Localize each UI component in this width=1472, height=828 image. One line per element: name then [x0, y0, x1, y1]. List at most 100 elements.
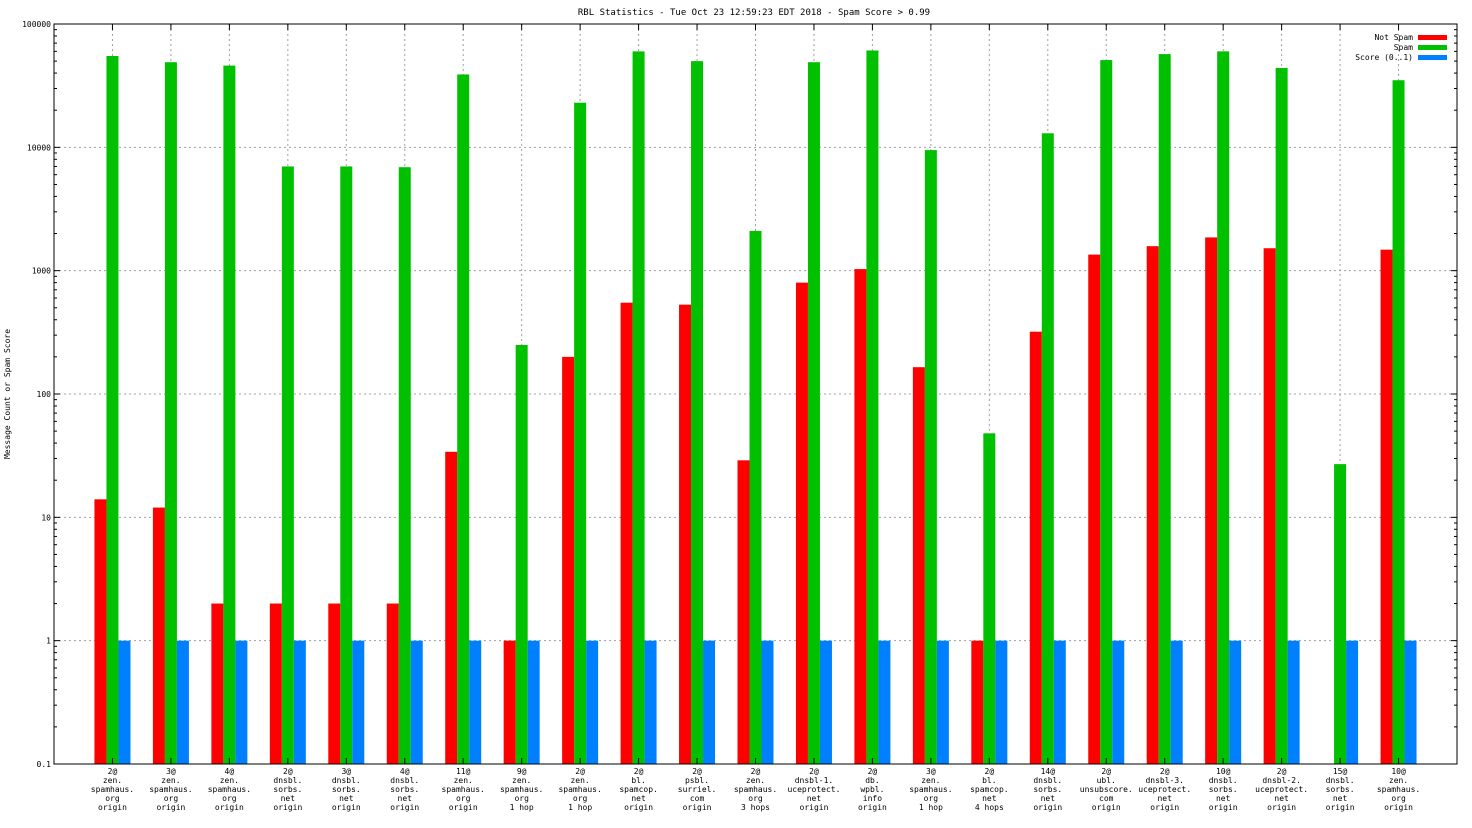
x-category-line: spamcop.	[619, 785, 658, 794]
x-category-line: sorbs.	[1209, 785, 1238, 794]
x-category-line: origin	[1092, 803, 1121, 812]
x-category-line: dnsbl.	[1326, 776, 1355, 785]
x-category-line: dnsbl.	[1209, 776, 1238, 785]
bar-not-spam	[679, 304, 692, 764]
bar-spam	[983, 433, 996, 764]
x-category-line: spamhaus.	[500, 785, 543, 794]
bar-spam	[924, 150, 937, 764]
bar-spam	[691, 61, 704, 765]
x-category-line: zen.	[220, 776, 239, 785]
x-category-line: origin	[273, 803, 302, 812]
bar-spam	[807, 62, 820, 764]
x-category-label: 2@ zen. spamhaus. org origin	[91, 767, 134, 812]
x-category-label: 2@ dnsbl-1. uceprotect. net origin	[787, 767, 840, 812]
bar-spam	[1334, 464, 1347, 764]
x-category-line: origin	[624, 803, 653, 812]
bar-score-0-1	[1053, 640, 1066, 764]
x-category-line: sorbs.	[332, 785, 361, 794]
x-category-line: dnsbl-3.	[1145, 776, 1184, 785]
bar-spam	[1217, 51, 1230, 765]
bar-spam	[1275, 67, 1288, 764]
x-category-line: sorbs.	[273, 785, 302, 794]
legend-swatch	[1418, 35, 1447, 40]
bar-score-0-1	[118, 640, 131, 764]
x-category-line: spamhaus.	[442, 785, 485, 794]
bar-not-spam	[152, 507, 165, 764]
x-category-line: org	[514, 794, 529, 803]
bar-not-spam	[912, 367, 925, 764]
x-category-line: 2@	[634, 767, 644, 776]
x-category-line: db.	[865, 776, 879, 785]
bar-score-0-1	[352, 640, 365, 764]
x-category-line: spamhaus.	[1377, 785, 1420, 794]
y-tick-label: 0.1	[37, 760, 52, 769]
x-category-line: origin	[858, 803, 887, 812]
x-category-line: origin	[332, 803, 361, 812]
x-category-line: sorbs.	[1326, 785, 1355, 794]
bar-not-spam	[445, 451, 458, 764]
x-category-line: net	[807, 794, 822, 803]
bar-score-0-1	[1346, 640, 1359, 764]
x-category-label: 2@ ubl. unsubscore. com origin	[1080, 767, 1133, 812]
x-category-line: 1 hop	[510, 803, 534, 812]
x-category-line: spamhaus.	[558, 785, 601, 794]
x-category-line: ubl.	[1097, 776, 1116, 785]
bar-score-0-1	[527, 640, 540, 764]
bar-not-spam	[211, 603, 224, 764]
y-axis-label: Message Count or Spam Score	[3, 329, 12, 459]
bar-spam	[749, 230, 762, 765]
y-tick-label: 10000	[27, 143, 51, 152]
bar-spam	[515, 344, 528, 764]
bar-not-spam	[1088, 254, 1101, 764]
x-category-line: com	[690, 794, 705, 803]
bar-score-0-1	[761, 640, 774, 764]
x-category-line: origin	[1150, 803, 1179, 812]
x-category-line: net	[1274, 794, 1289, 803]
x-category-line: uceprotect.	[787, 785, 840, 794]
bar-not-spam	[1029, 331, 1042, 764]
x-category-line: 2@	[809, 767, 819, 776]
bar-score-0-1	[469, 640, 482, 764]
x-category-line: zen.	[512, 776, 531, 785]
x-category-line: spamcop.	[970, 785, 1009, 794]
bar-spam	[457, 74, 470, 764]
x-category-line: zen.	[454, 776, 473, 785]
x-category-line: org	[924, 794, 939, 803]
x-category-line: origin	[683, 803, 712, 812]
bar-score-0-1	[1170, 640, 1183, 764]
x-category-line: zen.	[103, 776, 122, 785]
bar-spam	[340, 166, 353, 764]
bar-score-0-1	[703, 640, 716, 764]
x-category-line: 10@	[1391, 767, 1406, 776]
y-axis-ticks: 0.1 1 10 100 1000 10000 100000	[22, 20, 1457, 769]
bar-score-0-1	[819, 640, 832, 764]
x-category-line: 2@	[1101, 767, 1111, 776]
bar-score-0-1	[235, 640, 248, 764]
x-category-label: 11@ zen. spamhaus. org origin	[442, 767, 485, 812]
x-category-line: origin	[1267, 803, 1296, 812]
x-category-line: surriel.	[678, 785, 717, 794]
bar-not-spam	[1263, 248, 1276, 765]
x-category-label: 2@ dnsbl. sorbs. net origin	[273, 767, 302, 812]
x-category-line: uceprotect.	[1138, 785, 1191, 794]
x-category-line: org	[164, 794, 179, 803]
x-category-line: net	[1333, 794, 1348, 803]
bar-not-spam	[737, 460, 750, 764]
x-category-line: 2@	[985, 767, 995, 776]
x-category-line: 2@	[751, 767, 761, 776]
bar-spam	[1041, 133, 1054, 764]
x-category-line: origin	[800, 803, 829, 812]
x-category-line: dnsbl.	[1033, 776, 1062, 785]
x-category-line: dnsbl.	[332, 776, 361, 785]
x-category-line: dnsbl.	[390, 776, 419, 785]
bar-not-spam	[328, 603, 341, 764]
bar-score-0-1	[586, 640, 599, 764]
legend-label: Score (0..1)	[1355, 53, 1413, 62]
x-category-label: 3@ zen. spamhaus. org origin	[149, 767, 192, 812]
legend-swatch	[1418, 45, 1447, 50]
x-category-label: 4@ zen. spamhaus. org origin	[208, 767, 251, 812]
x-category-label: 4@ dnsbl. sorbs. net origin	[390, 767, 419, 812]
legend-label: Spam	[1394, 43, 1413, 52]
x-category-label: 2@ bl. spamcop. net 4 hops	[970, 767, 1009, 812]
